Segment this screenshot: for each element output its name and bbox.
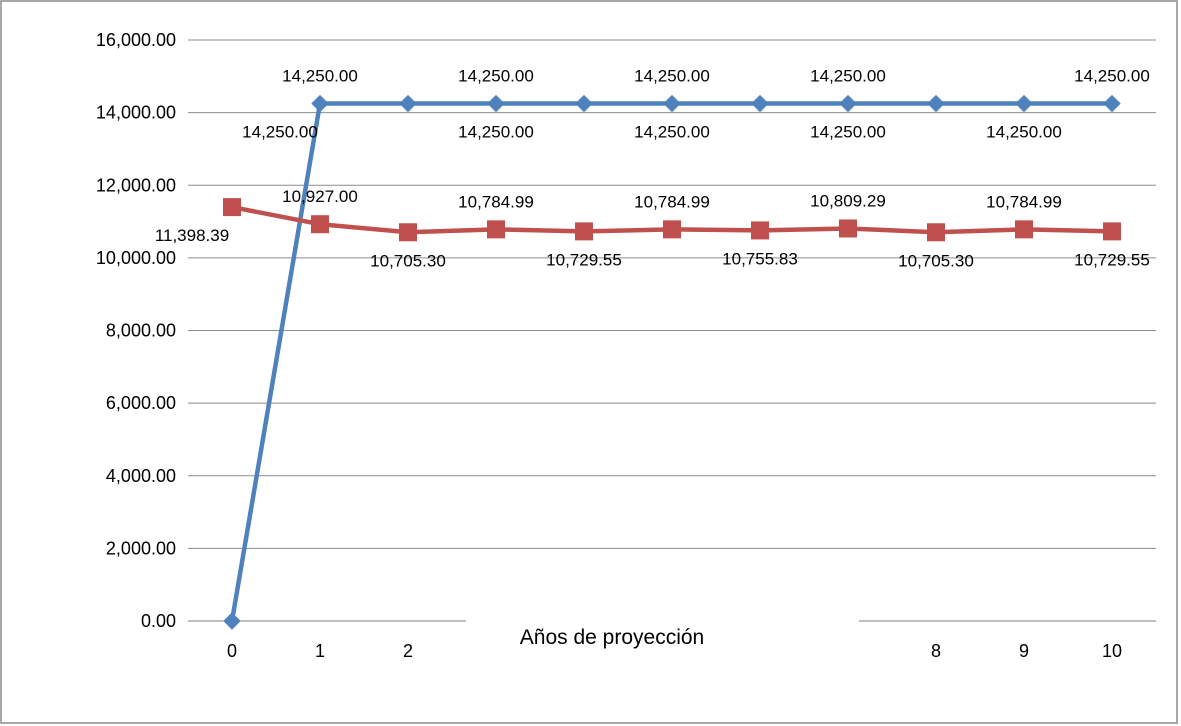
- x-axis-tick-labels: 0 1 2 8 9 10: [227, 641, 1122, 661]
- data-label: 10,729.55: [1074, 250, 1150, 269]
- x-tick-label: 2: [403, 641, 413, 661]
- square-marker: [1015, 220, 1033, 239]
- y-tick-label: 16,000.00: [96, 30, 176, 50]
- square-marker: [311, 215, 329, 234]
- data-label: 14,250.00: [634, 67, 710, 86]
- data-label: 14,250.00: [634, 123, 710, 142]
- x-tick-label: 10: [1102, 641, 1122, 661]
- data-label: 10,927.00: [282, 187, 358, 206]
- square-marker: [487, 220, 505, 239]
- x-axis-title: Años de proyección: [520, 626, 704, 649]
- data-label: 10,809.29: [810, 191, 886, 210]
- y-tick-label: 10,000.00: [96, 248, 176, 268]
- diamond-marker: [1103, 94, 1121, 113]
- diamond-marker: [1015, 94, 1033, 113]
- square-marker: [575, 222, 593, 241]
- diamond-marker: [663, 94, 681, 113]
- data-label: 14,250.00: [810, 67, 886, 86]
- data-label: 10,784.99: [986, 192, 1062, 211]
- square-marker: [839, 219, 857, 238]
- diamond-marker: [311, 94, 329, 113]
- diamond-marker: [399, 94, 417, 113]
- data-label: 11,398.39: [155, 226, 229, 245]
- x-tick-label: 8: [931, 641, 941, 661]
- square-marker: [1103, 222, 1121, 241]
- diamond-marker: [839, 94, 857, 113]
- square-marker: [927, 223, 945, 242]
- y-tick-label: 6,000.00: [106, 393, 176, 413]
- square-marker: [663, 220, 681, 239]
- y-tick-label: 12,000.00: [96, 175, 176, 195]
- y-tick-label: 8,000.00: [106, 321, 176, 341]
- data-label: 10,784.99: [634, 192, 710, 211]
- diamond-marker: [751, 94, 769, 113]
- x-tick-label: 0: [227, 641, 237, 661]
- square-marker: [399, 223, 417, 242]
- square-marker: [751, 221, 769, 240]
- data-label: 14,250.00: [986, 123, 1062, 142]
- gridlines: [188, 39, 1156, 622]
- data-label: 10,784.99: [458, 192, 534, 211]
- data-label: 14,250.00: [242, 123, 318, 142]
- diamond-marker: [487, 94, 505, 113]
- data-label: 14,250.00: [458, 67, 534, 86]
- x-tick-label: 1: [315, 641, 325, 661]
- x-tick-label: 9: [1019, 641, 1029, 661]
- y-tick-label: 14,000.00: [96, 103, 176, 123]
- data-label: 10,755.83: [722, 249, 798, 268]
- diamond-marker: [223, 612, 241, 630]
- data-label: 14,250.00: [458, 123, 534, 142]
- series-markers: [223, 94, 1121, 630]
- data-label: 14,250.00: [282, 67, 358, 86]
- axis-title-backdrop: [466, 610, 859, 660]
- data-labels: 14,250.00 14,250.00 14,250.00 14,250.00 14,2…: [155, 67, 1150, 271]
- square-marker: [223, 198, 241, 217]
- y-tick-label: 4,000.00: [106, 466, 176, 486]
- y-axis-tick-labels: 0.00 2,000.00 4,000.00 6,000.00 8,000.00 10,0…: [96, 30, 176, 631]
- data-label: 10,729.55: [546, 250, 622, 269]
- diamond-marker: [927, 94, 945, 113]
- diamond-marker: [575, 94, 593, 113]
- y-tick-label: 0.00: [141, 611, 176, 631]
- data-label: 14,250.00: [1074, 67, 1150, 86]
- data-label: 10,705.30: [370, 251, 446, 270]
- data-label: 14,250.00: [810, 123, 886, 142]
- data-label: 10,705.30: [898, 251, 974, 270]
- y-tick-label: 2,000.00: [106, 538, 176, 558]
